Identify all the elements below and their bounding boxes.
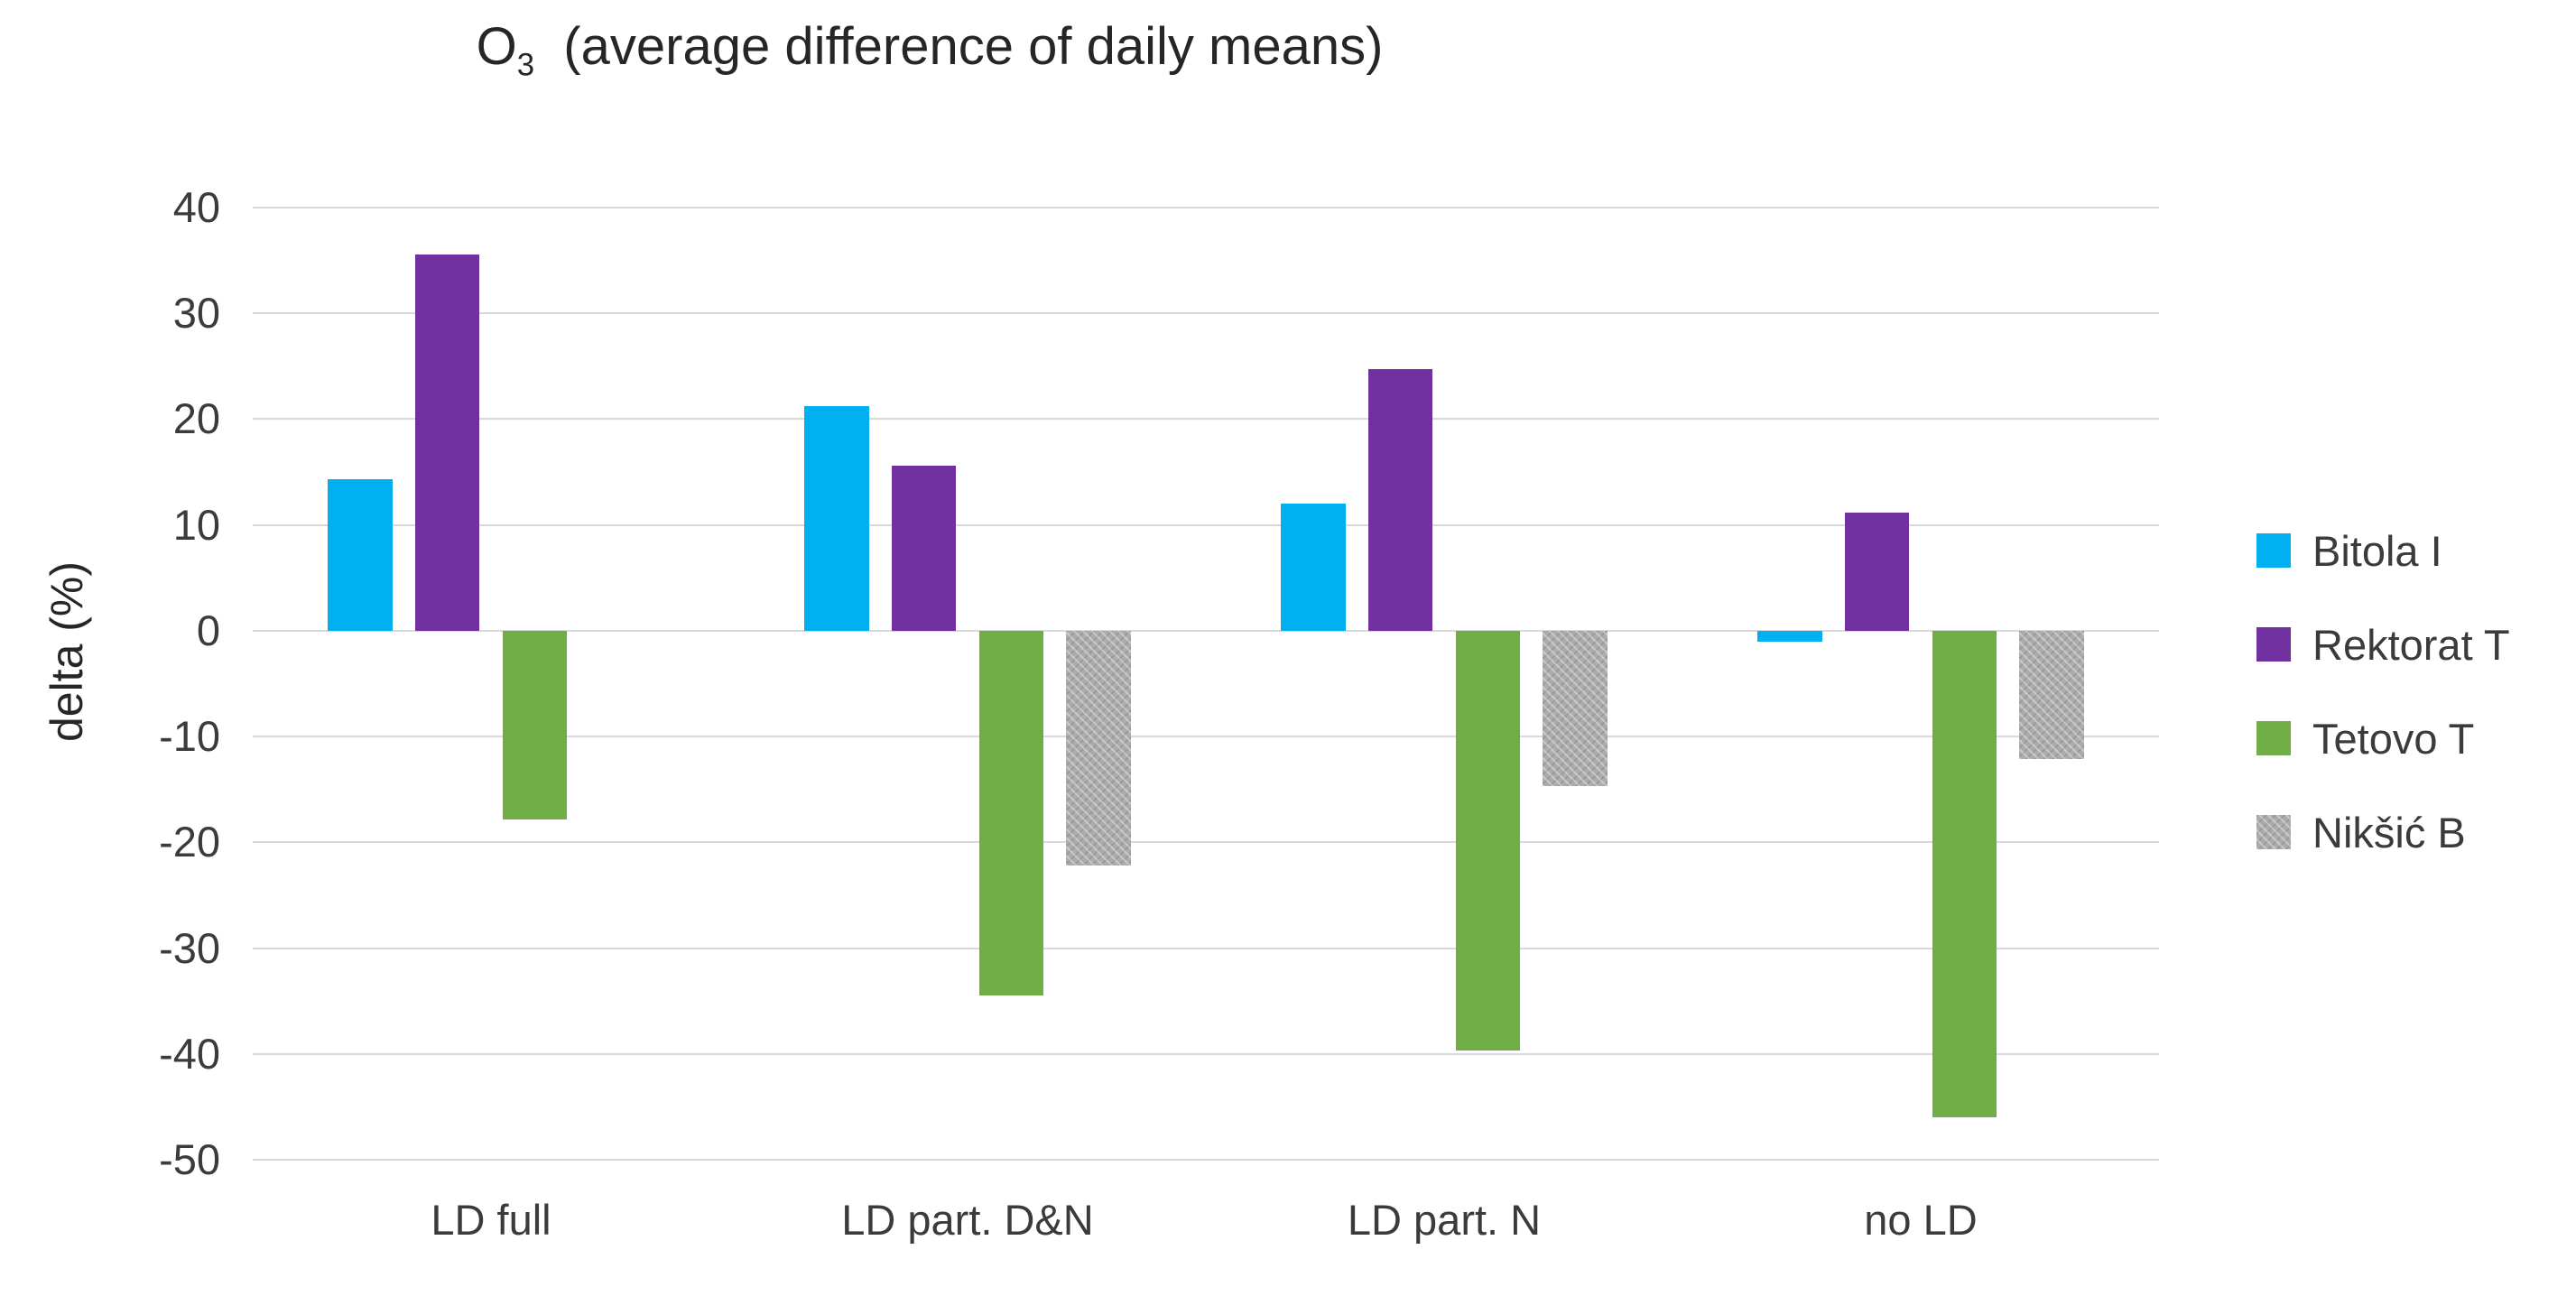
y-tick-label--10: -10 (159, 712, 220, 761)
bar-rektorat-t-ld-full[interactable] (415, 254, 480, 631)
bar-bitola-i-no-ld[interactable] (1757, 630, 1822, 642)
legend-item-rektorat-t[interactable]: Rektorat T (2256, 620, 2510, 669)
bar-bitola-i-ld-part-d-n[interactable] (804, 406, 869, 631)
y-tick-label--50: -50 (159, 1135, 220, 1183)
y-tick-label-40: 40 (172, 183, 220, 231)
y-tick-label--20: -20 (159, 818, 220, 866)
chart-title: O3 (average difference of daily means) (0, 16, 1859, 84)
legend-label-niksic-b: Nikšić B (2312, 808, 2466, 856)
gridline--20 (253, 841, 2159, 844)
legend-swatch-tetovo-t (2256, 721, 2291, 755)
legend-label-rektorat-t: Rektorat T (2312, 620, 2510, 669)
x-category-label-ld-part-n: LD part. N (1347, 1196, 1542, 1244)
legend-label-bitola-i: Bitola I (2312, 526, 2442, 575)
bar-rektorat-t-ld-part-d-n[interactable] (892, 466, 957, 631)
y-tick-label-0: 0 (196, 606, 220, 654)
gridline-20 (253, 418, 2159, 421)
title-text: (average difference of daily means) (534, 17, 1384, 76)
legend-item-bitola-i[interactable]: Bitola I (2256, 526, 2510, 575)
bar-tetovo-t-ld-part-d-n[interactable] (978, 630, 1043, 996)
bar-bitola-i-ld-full[interactable] (328, 479, 393, 631)
legend-item-niksic-b[interactable]: Nikšić B (2256, 808, 2510, 856)
gridline-30 (253, 312, 2159, 315)
gridline-10 (253, 523, 2159, 526)
bar-bitola-i-ld-part-n[interactable] (1281, 504, 1346, 631)
gridline-40 (253, 207, 2159, 208)
bar-tetovo-t-ld-full[interactable] (502, 630, 567, 819)
y-tick-label-30: 30 (172, 289, 220, 338)
title-formula-base: O (476, 17, 517, 76)
y-tick-label--30: -30 (159, 923, 220, 972)
bar-rektorat-t-no-ld[interactable] (1845, 512, 1910, 631)
y-tick-label-10: 10 (172, 500, 220, 549)
bar-niksic-b-no-ld[interactable] (2019, 630, 2084, 759)
gridline--40 (253, 1052, 2159, 1055)
gridline-0 (253, 629, 2159, 632)
legend-item-tetovo-t[interactable]: Tetovo T (2256, 714, 2510, 763)
legend-label-tetovo-t: Tetovo T (2312, 714, 2475, 763)
title-formula-subscript: 3 (516, 47, 535, 83)
bar-tetovo-t-ld-part-n[interactable] (1455, 630, 1520, 1051)
x-category-label-no-ld: no LD (1864, 1196, 1978, 1244)
bar-niksic-b-ld-part-d-n[interactable] (1066, 630, 1131, 866)
gridline--50 (253, 1159, 2159, 1161)
x-category-label-ld-full: LD full (431, 1196, 551, 1244)
x-category-label-ld-part-d-n: LD part. D&N (841, 1196, 1094, 1244)
gridline--30 (253, 947, 2159, 949)
y-tick-label-20: 20 (172, 394, 220, 443)
bar-tetovo-t-no-ld[interactable] (1932, 630, 1997, 1118)
legend-swatch-bitola-i (2256, 533, 2291, 568)
bar-niksic-b-ld-part-n[interactable] (1543, 630, 1608, 787)
legend-swatch-niksic-b (2256, 815, 2291, 849)
gridline--10 (253, 736, 2159, 738)
legend: Bitola I Rektorat T Tetovo T Nikšić B (2256, 526, 2510, 856)
bar-rektorat-t-ld-part-n[interactable] (1368, 369, 1433, 631)
y-tick-label--40: -40 (159, 1029, 220, 1078)
legend-swatch-rektorat-t (2256, 627, 2291, 662)
